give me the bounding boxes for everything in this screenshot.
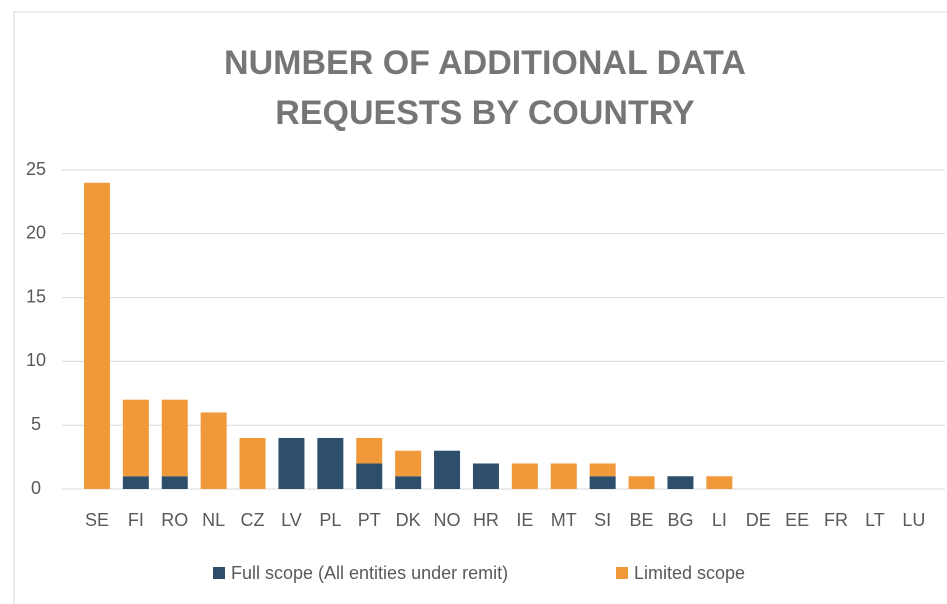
x-tick-label: RO [161,510,188,530]
bar-segment [122,476,149,489]
x-tick-label: DK [396,510,421,530]
x-tick-label: CZ [241,510,265,530]
bar-segment [628,476,655,489]
x-tick-label: BE [630,510,654,530]
x-tick-label: MT [551,510,577,530]
x-tick-label: LU [902,510,925,530]
bar-segment [589,476,616,489]
bar-segment [395,476,422,489]
bar-segment [83,182,110,489]
chart-title: NUMBER OF ADDITIONAL DATA REQUESTS BY CO… [224,44,746,132]
bar-segment [395,450,422,477]
x-tick-label: HR [473,510,499,530]
y-tick-label: 0 [31,478,41,498]
x-tick-label: LV [281,510,302,530]
x-tick-label: DE [746,510,771,530]
bar-segment [472,463,499,489]
legend-swatch [213,567,225,579]
x-tick-label: SE [85,510,109,530]
x-tick-label: NL [202,510,225,530]
x-tick-label: FR [824,510,848,530]
legend-label: Limited scope [634,563,745,583]
bar-segment [161,399,188,477]
bar-segment [278,437,305,489]
y-tick-label: 20 [26,223,46,243]
bar-segment [706,476,733,489]
y-tick-label: 25 [26,159,46,179]
x-tick-label: EE [785,510,809,530]
x-tick-label: IE [516,510,533,530]
legend-label: Full scope (All entities under remit) [231,563,508,583]
bar-segment [434,450,461,489]
x-tick-label: FI [128,510,144,530]
x-tick-label: PT [358,510,381,530]
y-tick-label: 5 [31,414,41,434]
bar-segment [667,476,694,489]
bar-segment [511,463,538,489]
bar-segment [550,463,577,489]
x-tick-label: PL [319,510,341,530]
chart-border [13,11,947,604]
bar-segment [356,437,383,464]
x-tick-label: NO [434,510,461,530]
bar-segment [317,437,344,489]
y-tick-label: 10 [26,350,46,370]
bar-segment [122,399,149,477]
x-tick-label: BG [667,510,693,530]
y-tick-label: 15 [26,286,46,306]
bar-segment [589,463,616,477]
bar-segment [200,412,227,489]
legend-swatch [616,567,628,579]
x-tick-label: LT [865,510,885,530]
bar-segment [239,437,266,489]
x-tick-label: LI [712,510,727,530]
bar-segment [356,463,383,489]
bar-segment [161,476,188,489]
x-tick-label: SI [594,510,611,530]
